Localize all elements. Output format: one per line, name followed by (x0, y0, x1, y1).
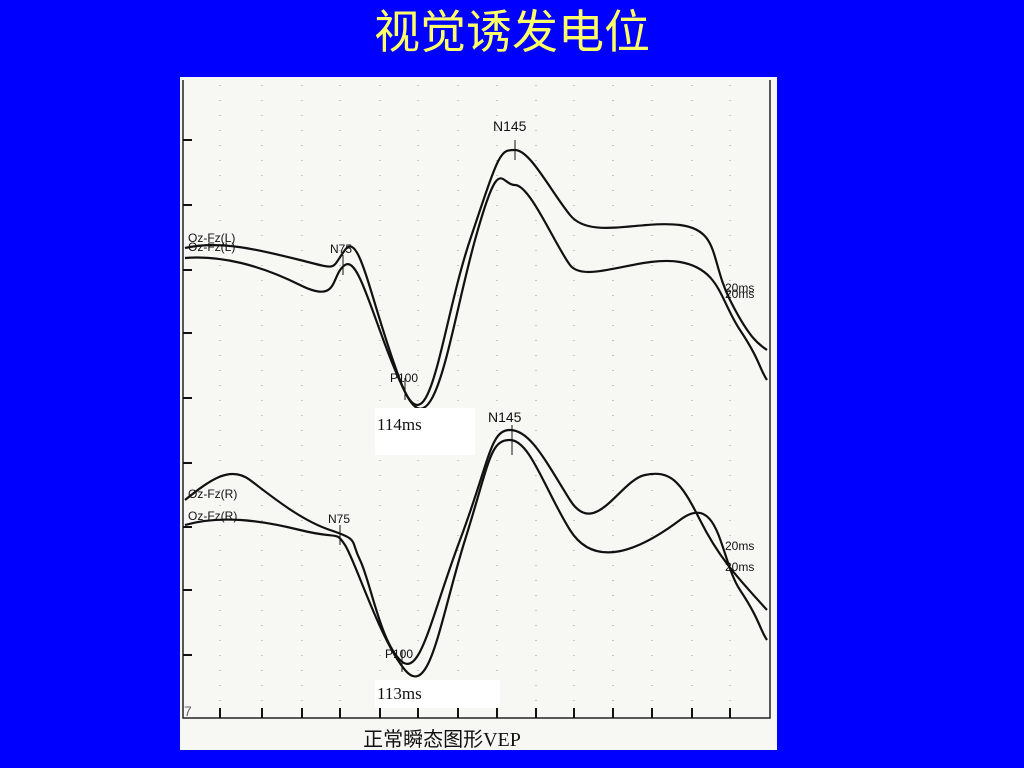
peak-label: N75 (328, 512, 350, 526)
axis-ticks (183, 139, 731, 718)
peak-label: N145 (488, 409, 522, 425)
waveform (184, 177, 768, 410)
figure-panel (180, 77, 777, 750)
scale-label: 20ms (725, 281, 754, 295)
caption: 正常瞬态图形VEP (363, 728, 521, 751)
channel-label: Oz-Fz(L) (188, 231, 235, 245)
peak-label: P100 (390, 371, 418, 385)
peak-label: P100 (385, 647, 413, 661)
scale-label: 20ms (725, 539, 754, 553)
slide-title: 视觉诱发电位 (374, 7, 650, 58)
latency-label: 114ms (377, 415, 422, 434)
peak-label: N75 (330, 242, 352, 256)
channel-label: Oz-Fz(L) (188, 240, 235, 254)
corner-label: 7 (184, 703, 192, 719)
peak-label: N145 (493, 118, 527, 134)
peak-markers (339, 140, 516, 672)
channel-label: Oz-Fz(R) (188, 487, 237, 501)
waveform (184, 438, 768, 678)
channel-label: Oz-Fz(R) (188, 509, 237, 523)
dot-grid (219, 85, 731, 715)
latency-box (375, 408, 475, 455)
scale-label: 20ms (725, 560, 754, 574)
scale-label: 20ms (725, 287, 754, 301)
latency-label: 113ms (377, 684, 422, 703)
waveform (184, 428, 768, 665)
waveform (184, 148, 768, 407)
latency-box (375, 680, 500, 708)
